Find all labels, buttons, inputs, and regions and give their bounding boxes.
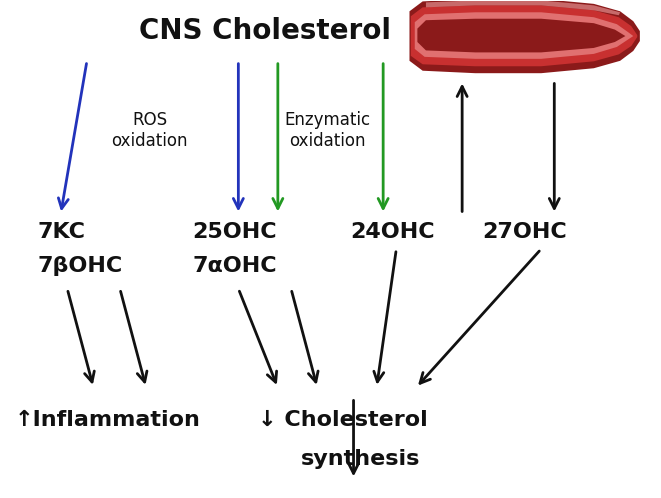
Polygon shape [417,19,625,52]
Text: 7KC: 7KC [38,222,85,242]
Text: ↓ Cholesterol: ↓ Cholesterol [258,410,428,430]
Text: ROS
oxidation: ROS oxidation [111,111,188,149]
Polygon shape [414,12,633,59]
Text: 7βOHC: 7βOHC [38,256,123,276]
Text: 24OHC: 24OHC [350,222,435,242]
Polygon shape [410,5,637,66]
Polygon shape [426,0,620,15]
Text: synthesis: synthesis [301,450,420,470]
Text: ↑Inflammation: ↑Inflammation [15,410,200,430]
Polygon shape [409,0,640,73]
Text: 27OHC: 27OHC [482,222,566,242]
Text: 25OHC: 25OHC [192,222,277,242]
Text: Enzymatic
oxidation: Enzymatic oxidation [284,111,370,149]
Text: 7αOHC: 7αOHC [192,256,277,276]
Text: CNS Cholesterol: CNS Cholesterol [139,17,391,45]
